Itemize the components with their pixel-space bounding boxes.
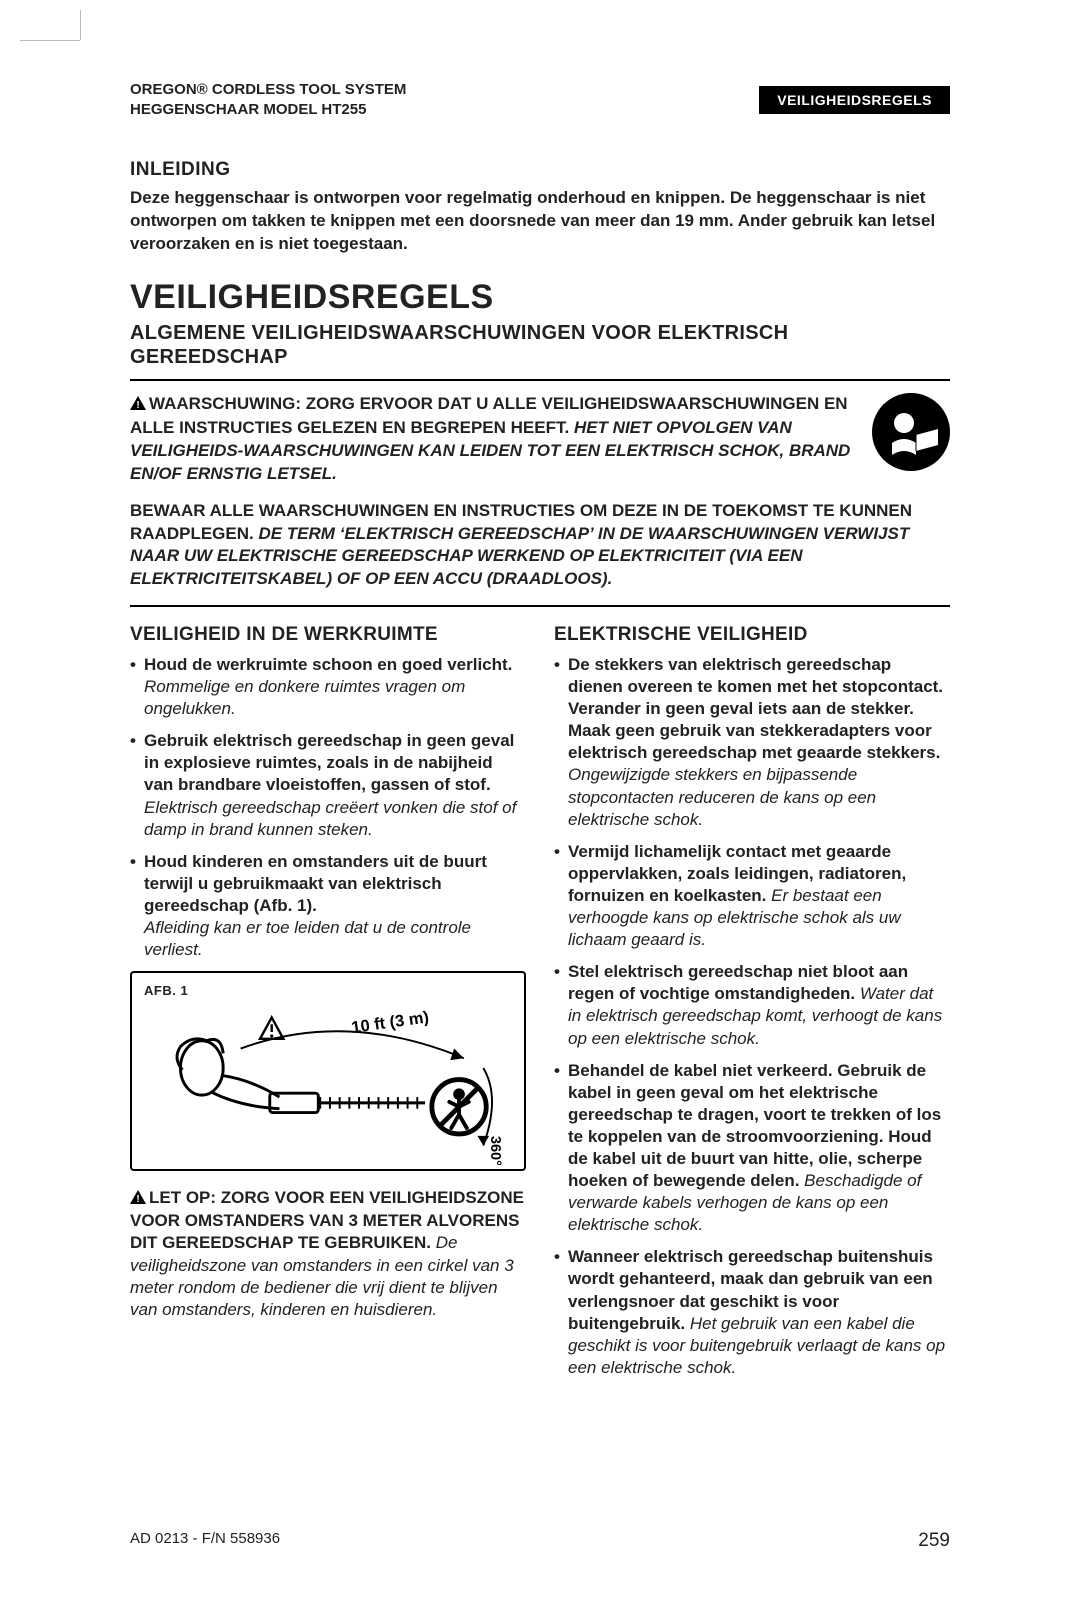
bullet-icon bbox=[554, 841, 568, 951]
page-number: 259 bbox=[918, 1530, 950, 1552]
bullet-icon bbox=[130, 654, 144, 720]
bullet-icon bbox=[554, 961, 568, 1049]
footer-left: AD 0213 - F/N 558936 bbox=[130, 1530, 280, 1552]
two-columns: VEILIGHEID IN DE WERKRUIMTE Houd de werk… bbox=[130, 623, 950, 1389]
list-item: Gebruik elektrisch gereedschap in geen g… bbox=[130, 730, 526, 840]
divider-2 bbox=[130, 605, 950, 607]
bullet-bold: De stekkers van elektrisch gereedschap d… bbox=[568, 655, 943, 762]
bullet-ital: Ongewijzigde stekkers en bijpassende sto… bbox=[568, 765, 876, 828]
header-left: OREGON® CORDLESS TOOL SYSTEM HEGGENSCHAA… bbox=[130, 80, 406, 119]
svg-text:!: ! bbox=[136, 400, 139, 410]
header-line-1: OREGON® CORDLESS TOOL SYSTEM bbox=[130, 80, 406, 100]
list-item: Vermijd lichamelijk contact met geaarde … bbox=[554, 841, 950, 951]
bullet-ital: Afleiding kan er toe leiden dat u de con… bbox=[144, 918, 471, 959]
svg-text:!: ! bbox=[136, 1194, 139, 1204]
figure-label: AFB. 1 bbox=[144, 983, 512, 1000]
list-item: Behandel de kabel niet verkeerd. Gebruik… bbox=[554, 1060, 950, 1237]
header-line-2: HEGGENSCHAAR MODEL HT255 bbox=[130, 100, 406, 120]
left-column: VEILIGHEID IN DE WERKRUIMTE Houd de werk… bbox=[130, 623, 526, 1389]
bullet-icon bbox=[554, 1246, 568, 1379]
bullet-icon bbox=[554, 1060, 568, 1237]
bullet-ital: Rommelige en donkere ruimtes vragen om o… bbox=[144, 677, 465, 718]
bullet-icon bbox=[130, 730, 144, 840]
warning-text: ! WAARSCHUWING: ZORG ERVOOR DAT U ALLE V… bbox=[130, 393, 852, 486]
right-column: ELEKTRISCHE VEILIGHEID De stekkers van e… bbox=[554, 623, 950, 1389]
figure-degrees: 360° bbox=[487, 1136, 503, 1165]
caution-lead: LET OP: ZORG VOOR EEN VEILIGHEIDSZONE VO… bbox=[130, 1188, 524, 1252]
keep-block: BEWAAR ALLE WAARSCHUWINGEN EN INSTRUCTIE… bbox=[130, 500, 950, 592]
figure-1: AFB. 1 bbox=[130, 971, 526, 1171]
bullet-icon bbox=[130, 851, 144, 961]
warning-icon: ! bbox=[130, 394, 146, 417]
bullet-ital: Elektrisch gereedschap creëert vonken di… bbox=[144, 798, 516, 839]
bullet-bold: Houd de werkruimte schoon en goed verlic… bbox=[144, 655, 512, 674]
warning-block: ! WAARSCHUWING: ZORG ERVOOR DAT U ALLE V… bbox=[130, 393, 950, 486]
warning-icon: ! bbox=[130, 1188, 146, 1210]
inleiding-body: Deze heggenschaar is ontworpen voor rege… bbox=[130, 187, 950, 256]
crop-mark bbox=[20, 40, 60, 80]
sub-title: ALGEMENE VEILIGHEIDSWAARSCHUWINGEN VOOR … bbox=[130, 321, 950, 369]
bullet-bold: Houd kinderen en omstanders uit de buurt… bbox=[144, 852, 487, 915]
list-item: Wanneer elektrisch gereedschap buitenshu… bbox=[554, 1246, 950, 1379]
figure-distance: 10 ft (3 m) bbox=[350, 1008, 430, 1037]
read-manual-icon bbox=[872, 393, 950, 471]
header-badge: VEILIGHEIDSREGELS bbox=[759, 86, 950, 114]
caution-block: ! LET OP: ZORG VOOR EEN VEILIGHEIDSZONE … bbox=[130, 1187, 526, 1321]
bullet-icon bbox=[554, 654, 568, 831]
list-item: Houd kinderen en omstanders uit de buurt… bbox=[130, 851, 526, 961]
page-footer: AD 0213 - F/N 558936 259 bbox=[130, 1530, 950, 1552]
main-title: VEILIGHEIDSREGELS bbox=[130, 278, 950, 317]
page-header: OREGON® CORDLESS TOOL SYSTEM HEGGENSCHAA… bbox=[130, 80, 950, 119]
list-item: Houd de werkruimte schoon en goed verlic… bbox=[130, 654, 526, 720]
bullet-bold: Gebruik elektrisch gereedschap in geen g… bbox=[144, 731, 514, 794]
page-content: OREGON® CORDLESS TOOL SYSTEM HEGGENSCHAA… bbox=[130, 80, 950, 1389]
list-item: Stel elektrisch gereedschap niet bloot a… bbox=[554, 961, 950, 1049]
left-title: VEILIGHEID IN DE WERKRUIMTE bbox=[130, 623, 526, 648]
right-title: ELEKTRISCHE VEILIGHEID bbox=[554, 623, 950, 648]
figure-svg: 10 ft (3 m) 360° bbox=[144, 1000, 512, 1165]
inleiding-title: INLEIDING bbox=[130, 159, 950, 181]
divider bbox=[130, 379, 950, 381]
list-item: De stekkers van elektrisch gereedschap d… bbox=[554, 654, 950, 831]
